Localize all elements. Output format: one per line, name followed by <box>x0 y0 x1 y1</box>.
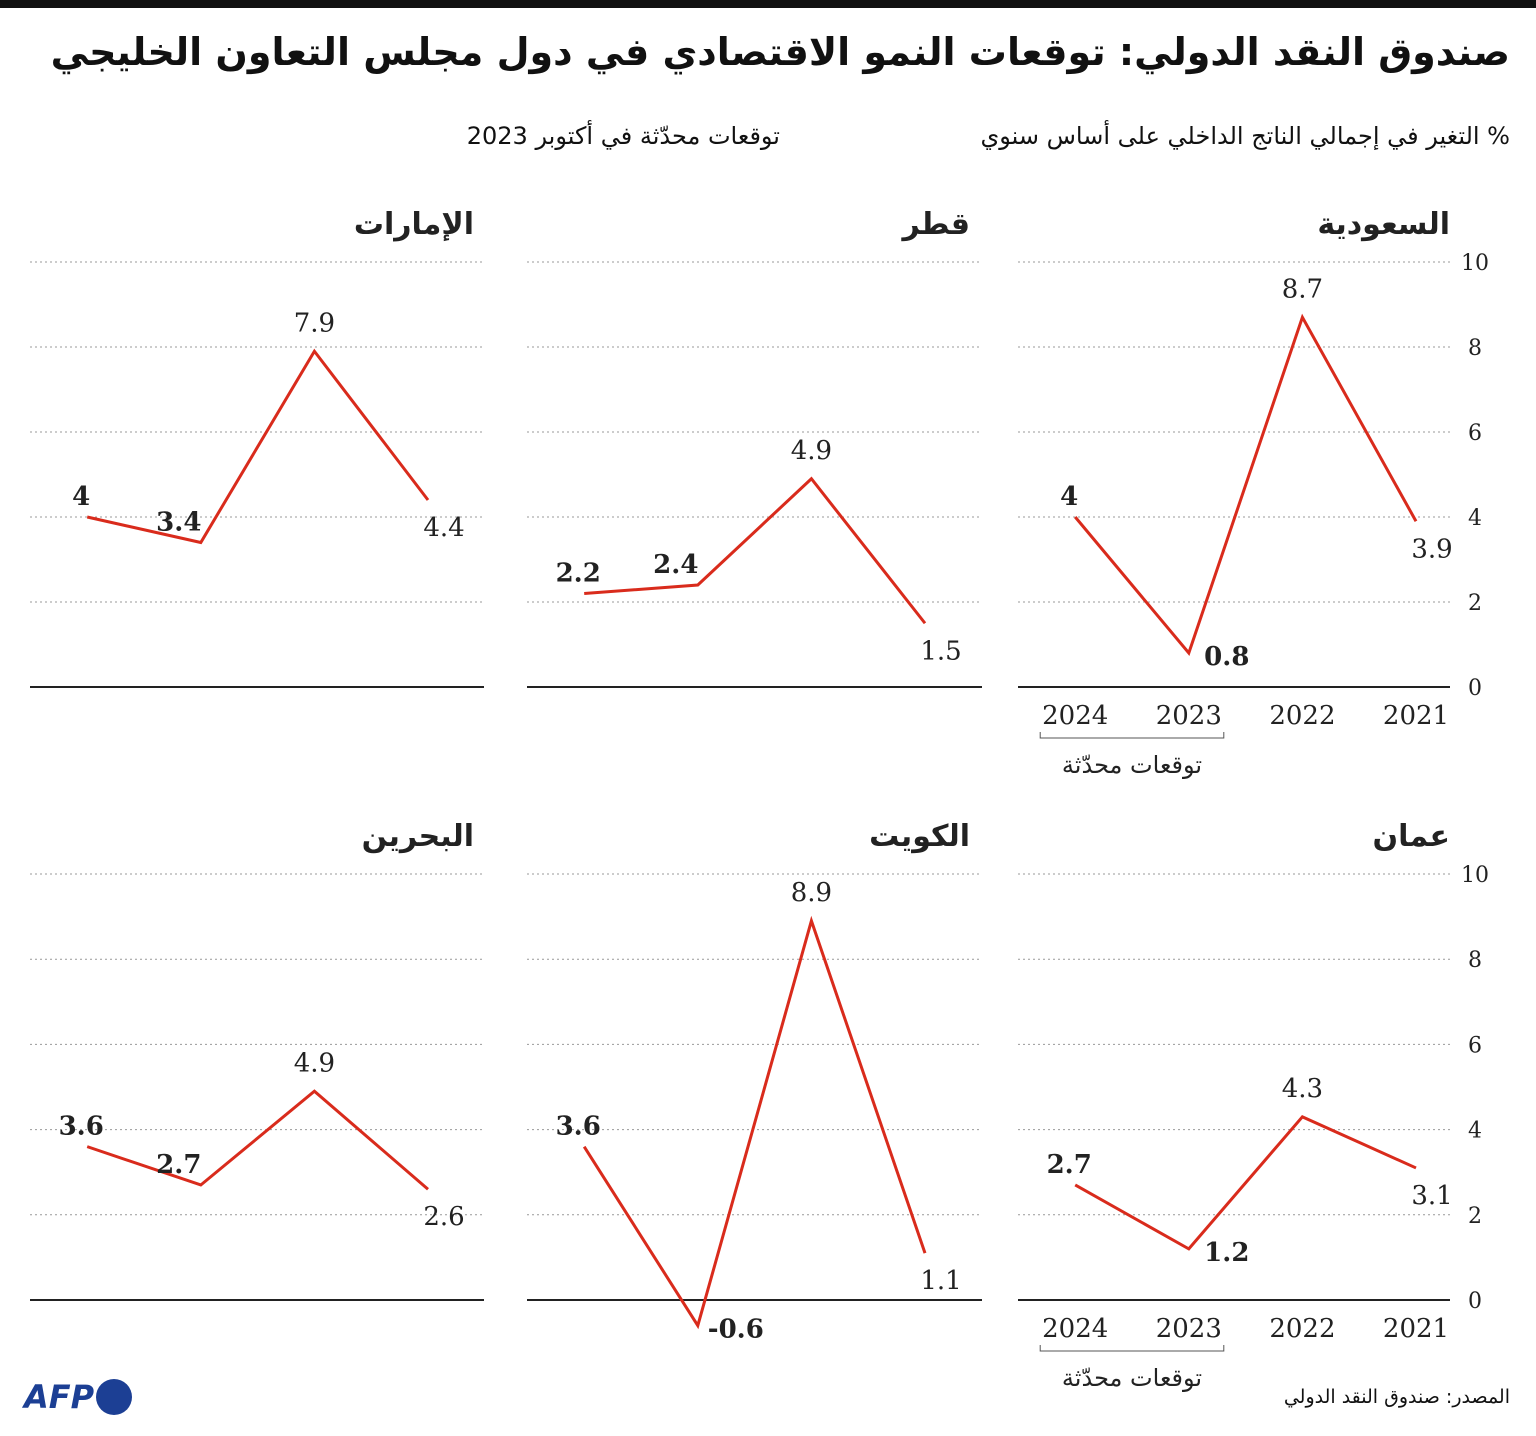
y-tick-label: 2 <box>1468 1204 1482 1229</box>
y-tick-label: 6 <box>1468 1033 1482 1058</box>
value-label: 4.3 <box>1282 1074 1323 1104</box>
value-label: 4 <box>72 482 90 512</box>
panel-title: الكويت <box>869 819 970 854</box>
bracket <box>1039 1345 1225 1352</box>
value-label: 2.4 <box>653 550 698 580</box>
x-tick-label: 2024 <box>1042 701 1108 731</box>
y-tick-label: 0 <box>1468 676 1482 701</box>
x-tick-label: 2023 <box>1156 1314 1222 1344</box>
y-tick-label: 4 <box>1468 1119 1482 1144</box>
subtitle: % التغير في إجمالي الناتج الداخلي على أس… <box>980 122 1510 150</box>
x-tick-label: 2022 <box>1269 1314 1335 1344</box>
y-tick-label: 10 <box>1461 863 1489 888</box>
y-tick-label: 6 <box>1468 421 1482 446</box>
top-bar <box>0 0 1536 8</box>
x-tick-label: 2021 <box>1383 701 1449 731</box>
logo-dot <box>96 1379 133 1415</box>
value-label: 4 <box>1060 482 1078 512</box>
value-label: 3.1 <box>1411 1181 1452 1211</box>
credit: AFP <box>24 1378 95 1416</box>
source: المصدر: صندوق النقد الدولي <box>1283 1386 1510 1408</box>
y-tick-label: 8 <box>1468 948 1482 973</box>
value-label: 1.1 <box>920 1266 961 1296</box>
value-label: 1.5 <box>920 636 961 666</box>
panel-title: البحرين <box>362 819 474 854</box>
note: توقعات محدّثة في أكتوبر 2023 <box>466 122 780 150</box>
y-tick-label: 4 <box>1468 506 1482 531</box>
y-tick-label: 2 <box>1468 591 1482 616</box>
x-tick-label: 2023 <box>1156 701 1222 731</box>
value-label: 7.9 <box>294 308 335 338</box>
value-label: 3.6 <box>556 1112 601 1142</box>
value-label: 1.2 <box>1204 1238 1249 1268</box>
value-label: 8.9 <box>791 878 832 908</box>
value-label: 8.7 <box>1282 274 1323 304</box>
logo: AFP <box>24 1378 133 1416</box>
line <box>86 348 430 545</box>
value-label: 4.9 <box>294 1048 335 1078</box>
bracket <box>1039 732 1225 739</box>
x-tick-label: 2021 <box>1383 1314 1449 1344</box>
y-tick-label: 10 <box>1461 251 1489 276</box>
y-tick-label: 8 <box>1468 336 1482 361</box>
annotation: توقعات محدّثة <box>1062 1364 1202 1392</box>
line <box>86 1089 429 1191</box>
panel-title: الإمارات <box>354 207 474 242</box>
value-label: 3.6 <box>59 1112 104 1142</box>
value-label: 4.9 <box>791 436 832 466</box>
value-label: 2.7 <box>1047 1150 1092 1180</box>
line <box>584 476 927 625</box>
line <box>1074 313 1418 657</box>
line <box>1074 1114 1417 1251</box>
value-label: 4.4 <box>423 513 464 543</box>
value-label: 3.4 <box>156 508 201 538</box>
value-label: -0.6 <box>708 1315 764 1345</box>
annotation: توقعات محدّثة <box>1062 751 1202 779</box>
x-tick-label: 2022 <box>1269 701 1335 731</box>
value-label: 2.2 <box>556 559 601 589</box>
value-label: 2.6 <box>423 1202 464 1232</box>
panel-title: عمان <box>1373 819 1450 854</box>
line <box>582 915 927 1330</box>
value-label: 3.9 <box>1411 534 1452 564</box>
panel-title: قطر <box>900 207 970 242</box>
chart-title: صندوق النقد الدولي: توقعات النمو الاقتصا… <box>50 30 1510 74</box>
y-tick-label: 0 <box>1468 1289 1482 1314</box>
value-label: 0.8 <box>1204 642 1249 672</box>
panel-title: السعودية <box>1317 207 1450 242</box>
value-label: 2.7 <box>156 1150 201 1180</box>
x-tick-label: 2024 <box>1042 1314 1108 1344</box>
